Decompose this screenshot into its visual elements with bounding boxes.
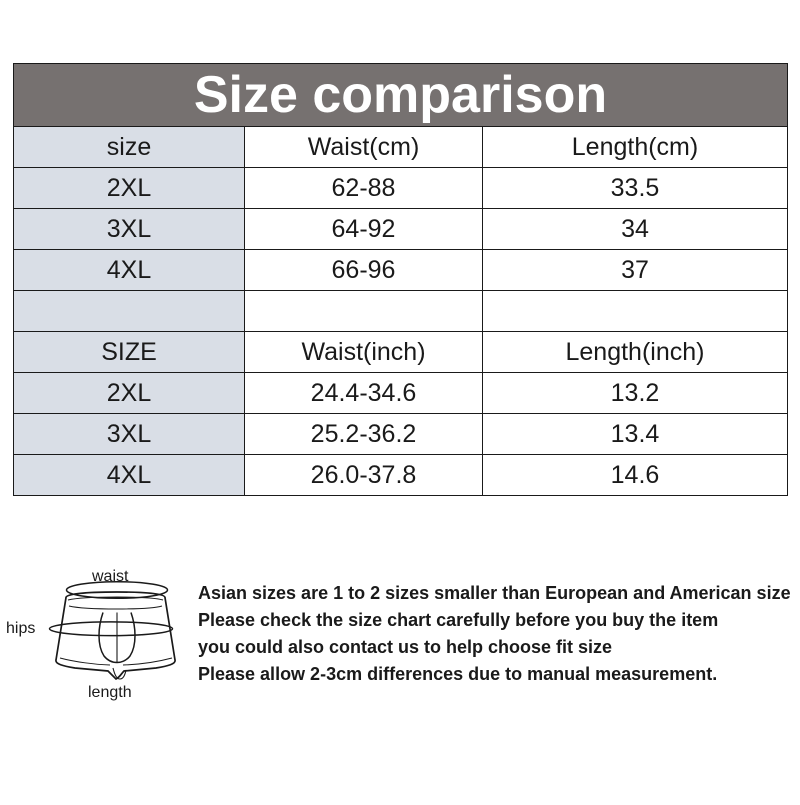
svg-text:hips: hips: [6, 620, 35, 637]
svg-text:length: length: [88, 684, 132, 701]
